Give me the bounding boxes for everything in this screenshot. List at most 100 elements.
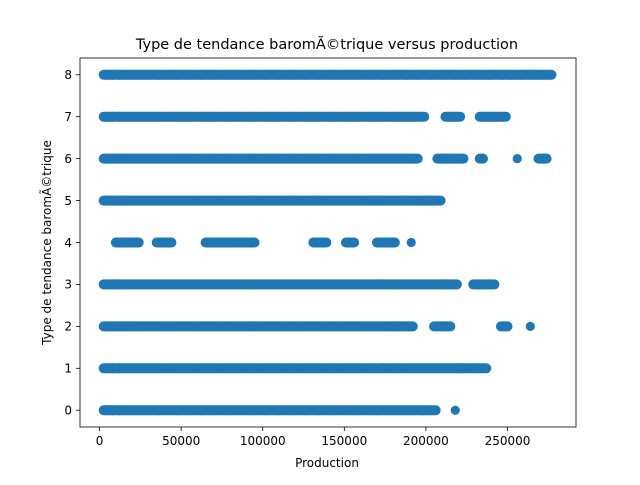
data-point	[184, 195, 194, 206]
data-point	[209, 363, 219, 373]
data-point	[248, 112, 258, 122]
data-point	[108, 321, 118, 331]
data-point	[444, 112, 454, 122]
data-point	[108, 279, 118, 290]
data-point	[481, 363, 491, 373]
data-point	[365, 279, 376, 290]
data-point	[127, 405, 137, 415]
data-point	[121, 195, 131, 206]
data-point	[429, 321, 439, 331]
data-point	[426, 70, 436, 80]
data-point	[300, 363, 310, 373]
data-point	[535, 70, 545, 80]
data-point	[121, 112, 131, 122]
data-point	[274, 279, 284, 290]
data-point	[533, 154, 544, 164]
data-point	[502, 321, 513, 331]
data-point	[127, 195, 137, 206]
data-point	[431, 405, 441, 415]
data-point	[313, 321, 323, 331]
data-point	[416, 279, 426, 290]
data-point	[339, 154, 349, 164]
data-point	[393, 321, 403, 331]
data-point	[173, 405, 183, 415]
data-point	[173, 154, 183, 164]
data-point	[248, 195, 258, 206]
data-point	[418, 405, 428, 415]
data-point	[196, 195, 206, 206]
data-point	[196, 363, 206, 373]
data-point	[121, 363, 131, 373]
data-point	[121, 70, 131, 80]
data-point	[274, 70, 284, 80]
data-point	[222, 70, 232, 80]
data-point	[506, 70, 516, 80]
data-point	[339, 321, 349, 331]
data-point	[163, 321, 173, 331]
data-point	[152, 237, 162, 248]
data-point	[352, 279, 362, 290]
data-point	[427, 363, 438, 373]
data-point	[163, 154, 173, 164]
data-point	[339, 279, 349, 290]
data-point	[352, 363, 362, 373]
data-point	[326, 321, 336, 331]
data-point	[300, 154, 310, 164]
data-point	[274, 405, 284, 415]
data-point	[445, 321, 455, 331]
data-point	[408, 195, 418, 206]
data-point	[385, 154, 395, 164]
data-point	[440, 70, 451, 80]
points-layer	[98, 69, 557, 416]
data-point	[108, 70, 118, 80]
data-point	[248, 321, 258, 331]
data-point	[352, 70, 362, 80]
data-point	[408, 321, 418, 331]
data-point	[184, 279, 194, 290]
data-point	[300, 279, 310, 290]
data-point	[300, 195, 310, 206]
data-point	[326, 70, 336, 80]
y-tick-label: 0	[64, 404, 72, 418]
data-point	[313, 70, 323, 80]
data-point	[352, 112, 362, 122]
data-point	[235, 363, 245, 373]
data-point	[447, 363, 457, 373]
data-point	[274, 112, 284, 122]
data-point	[121, 405, 131, 415]
data-point	[313, 405, 323, 415]
data-point	[437, 321, 447, 331]
data-point	[209, 237, 219, 248]
data-point	[227, 237, 237, 248]
data-point	[287, 279, 297, 290]
data-point	[321, 237, 331, 248]
data-point	[114, 70, 124, 80]
data-point	[222, 195, 232, 206]
data-point	[127, 363, 137, 373]
data-point	[235, 70, 245, 80]
data-point	[135, 195, 145, 206]
data-point	[249, 237, 260, 248]
data-point	[153, 405, 163, 415]
data-point	[391, 363, 402, 373]
data-point	[163, 112, 173, 122]
data-point	[184, 405, 194, 415]
data-point	[153, 321, 163, 331]
y-tick-label: 8	[64, 68, 72, 82]
data-point	[135, 70, 145, 80]
data-point	[478, 154, 488, 164]
data-point	[525, 321, 535, 331]
data-point	[222, 279, 232, 290]
data-point	[163, 195, 173, 206]
data-point	[143, 70, 154, 80]
data-point	[196, 112, 206, 122]
data-point	[352, 405, 362, 415]
data-point	[497, 70, 508, 80]
data-point	[184, 363, 194, 373]
data-point	[352, 154, 362, 164]
data-point	[143, 112, 154, 122]
y-tick-label: 2	[64, 320, 72, 334]
data-point	[413, 70, 423, 80]
data-point	[127, 70, 137, 80]
